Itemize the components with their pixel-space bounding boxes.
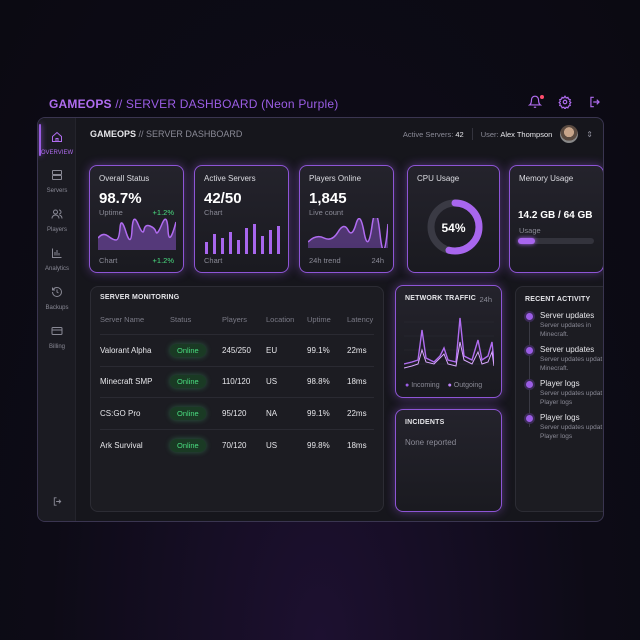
app-title: GAMEOPS // SERVER DASHBOARD (Neon Purple… xyxy=(49,97,339,111)
logout-icon xyxy=(53,497,61,506)
table-row[interactable]: Ark Survival Online 70/120 US 99.8% 18ms xyxy=(100,428,374,461)
uptime-sparkline xyxy=(98,218,176,250)
recent-activity-panel: RECENT ACTIVITY Server updates Server upd… xyxy=(515,286,603,512)
avatar[interactable] xyxy=(560,125,579,143)
bell-icon[interactable] xyxy=(527,95,544,111)
servers-bar-chart xyxy=(205,224,280,254)
dashboard-window: OVERVIEW Servers Players Analytics Backu… xyxy=(37,117,604,522)
sidebar-item-players[interactable]: Players xyxy=(38,207,76,233)
server-monitoring-panel: SERVER MONITORING Server Name Status Pla… xyxy=(90,286,384,512)
players-trend-chart xyxy=(308,218,388,248)
sidebar: OVERVIEW Servers Players Analytics Backu… xyxy=(38,118,76,521)
gear-icon[interactable] xyxy=(558,95,574,111)
status-badge: Online xyxy=(170,406,206,420)
sidebar-logout-button[interactable] xyxy=(38,494,76,512)
incidents-card: INCIDENTS None reported xyxy=(395,409,502,512)
memory-progress-bar xyxy=(518,238,594,244)
table-row[interactable]: Valorant Alpha Online 245/250 EU 99.1% 22ms xyxy=(100,334,374,366)
network-traffic-chart xyxy=(404,317,494,369)
status-badge: Online xyxy=(170,343,206,357)
table-row[interactable]: Minecraft SMP Online 110/120 US 98.8% 18ms xyxy=(100,365,374,398)
bar-chart-icon xyxy=(52,248,62,258)
server-table: Server Name Status Players Location Upti… xyxy=(100,315,374,461)
status-badge: Online xyxy=(170,438,206,452)
table-row[interactable]: CS:GO Pro Online 95/120 NA 99.1% 22ms xyxy=(100,397,374,429)
history-icon xyxy=(52,287,62,297)
sidebar-item-backups[interactable]: Backups xyxy=(38,285,76,311)
players-online-card: Players Online 1,845 Live count 24h tren… xyxy=(299,165,394,273)
users-icon xyxy=(51,209,63,219)
status-badge: Online xyxy=(170,375,206,389)
sidebar-item-billing[interactable]: Billing xyxy=(38,324,76,350)
cpu-donut-chart xyxy=(427,199,483,255)
memory-usage-card: Memory Usage 14.2 GB / 64 GB Usage xyxy=(509,165,603,273)
page-title: GAMEOPS // SERVER DASHBOARD xyxy=(90,129,243,139)
sidebar-item-servers[interactable]: Servers xyxy=(38,168,76,194)
chevron-updown-icon[interactable]: ⇕ xyxy=(586,129,593,139)
logout-icon[interactable] xyxy=(588,95,604,111)
overall-status-card: Overall Status 98.7% Uptime +1.2% Chart … xyxy=(89,165,184,273)
home-icon xyxy=(52,131,62,142)
active-servers-card: Active Servers 42/50 Chart Chart xyxy=(194,165,289,273)
user-label: User: Alex Thompson xyxy=(480,129,553,139)
sidebar-item-overview[interactable]: OVERVIEW xyxy=(38,124,76,156)
server-icon xyxy=(52,170,62,180)
active-servers-indicator: Active Servers: 42 xyxy=(402,129,464,139)
card-icon xyxy=(51,327,63,335)
network-traffic-card: NETWORK TRAFFIC 24h ● Incoming ● Outgoin… xyxy=(395,285,502,398)
network-legend: ● Incoming ● Outgoing xyxy=(405,382,483,389)
cpu-percent: 54% xyxy=(441,221,466,235)
sidebar-item-analytics[interactable]: Analytics xyxy=(38,246,76,272)
notification-dot xyxy=(540,95,544,99)
cpu-usage-card: CPU Usage 54% xyxy=(407,165,500,273)
